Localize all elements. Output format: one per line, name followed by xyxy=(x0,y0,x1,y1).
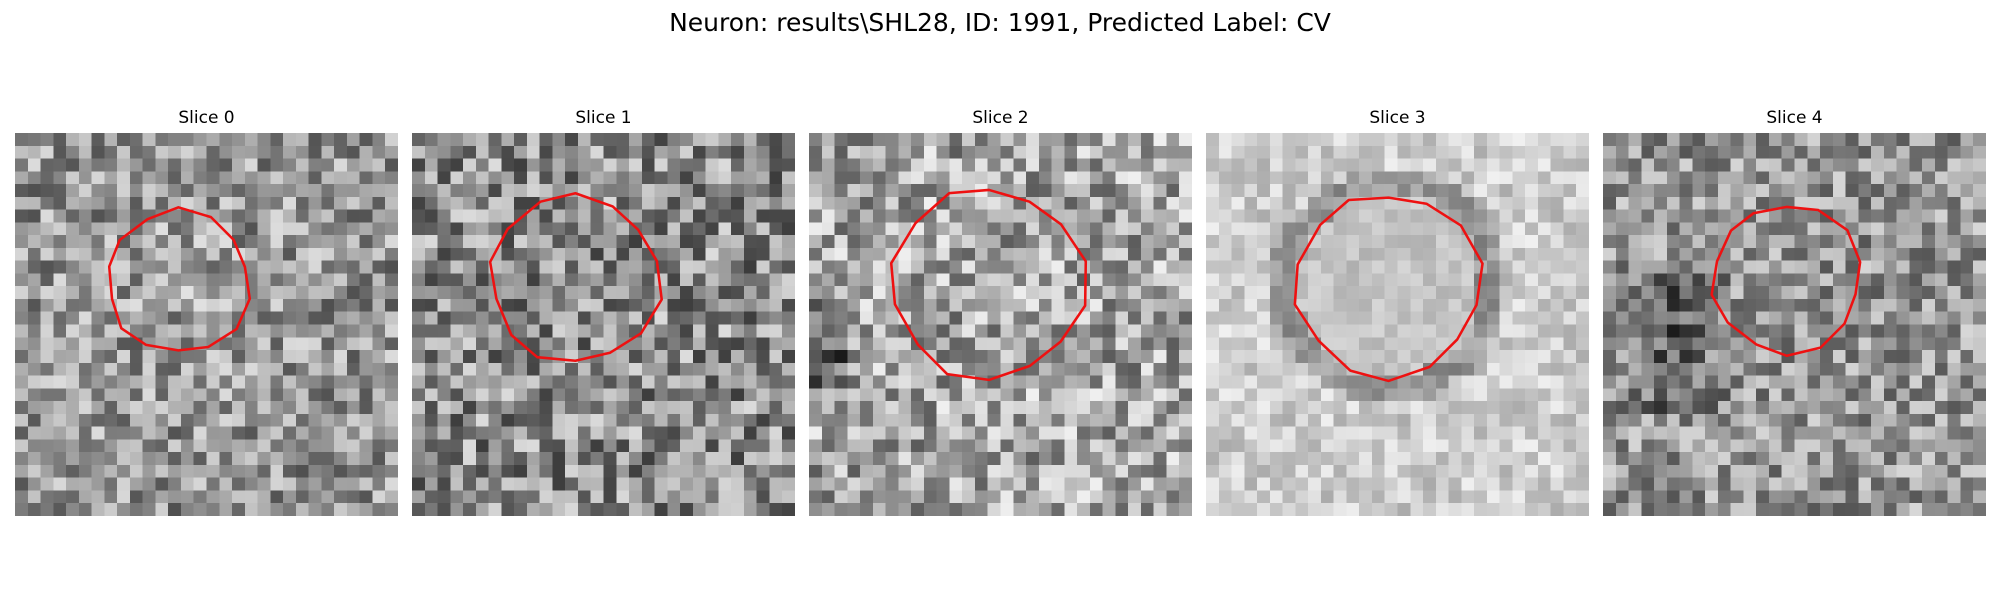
roi-contour-line xyxy=(488,191,663,363)
grayscale-image xyxy=(15,133,398,516)
grayscale-image xyxy=(1206,133,1589,516)
slice-panel: Slice 4 xyxy=(1603,107,1986,516)
slice-title: Slice 2 xyxy=(972,108,1029,128)
roi-contour-line xyxy=(107,206,252,352)
slice-title: Slice 0 xyxy=(178,108,235,128)
slice-image xyxy=(15,133,398,516)
slice-image xyxy=(412,133,795,516)
figure-title: Neuron: results\SHL28, ID: 1991, Predict… xyxy=(669,8,1331,37)
slice-title: Slice 3 xyxy=(1369,108,1426,128)
roi-contour xyxy=(1293,196,1484,383)
slice-panel: Slice 0 xyxy=(15,107,398,516)
slice-image xyxy=(1206,133,1589,516)
slice-title: Slice 4 xyxy=(1766,108,1823,128)
grayscale-image xyxy=(412,133,795,516)
slice-image xyxy=(809,133,1192,516)
roi-contour xyxy=(889,188,1088,382)
roi-contour-line xyxy=(889,188,1088,382)
roi-contour-line xyxy=(1293,196,1484,383)
grayscale-image xyxy=(1603,133,1986,516)
slice-image xyxy=(1603,133,1986,516)
roi-contour xyxy=(488,191,663,363)
roi-contour xyxy=(107,206,252,352)
slice-panel: Slice 1 xyxy=(412,107,795,516)
slice-panel: Slice 2 xyxy=(809,107,1192,516)
slice-title: Slice 1 xyxy=(575,108,632,128)
grayscale-image xyxy=(809,133,1192,516)
roi-contour-line xyxy=(1710,205,1862,358)
roi-contour xyxy=(1710,205,1862,358)
slice-panel: Slice 3 xyxy=(1206,107,1589,516)
